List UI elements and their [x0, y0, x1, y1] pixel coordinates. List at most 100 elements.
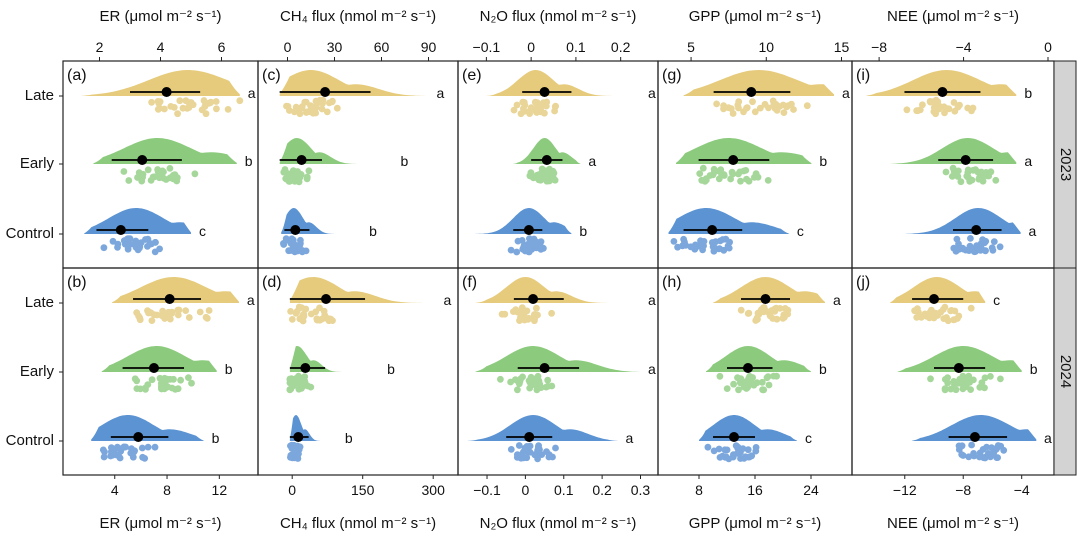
panel-f-late-point [533, 304, 540, 312]
panel-a-control-density [84, 208, 191, 234]
panel-f-early-point [526, 384, 534, 392]
panel-g-late-point [780, 109, 788, 116]
panel-j-late-point [923, 313, 931, 320]
panel-j-control-point [968, 441, 975, 449]
panel-j-early-point [927, 375, 934, 383]
panel-b-early-point [170, 375, 177, 383]
panel-e-control-point [526, 235, 533, 243]
panel-b: (b) 4 8 12 ER (μmol m⁻² s⁻¹) a b b [59, 267, 259, 532]
panel-g: (g) 5 10 15 GPP (μmol m⁻² s⁻¹) a b c [657, 8, 853, 269]
panel-h-early-point [748, 379, 756, 387]
panel-e-axis-title: N₂O flux (nmol m⁻² s⁻¹) [480, 8, 637, 25]
panel-i-control-point [996, 243, 1004, 251]
panel-h-control-point [734, 444, 742, 452]
panel-a-early-point [191, 170, 199, 178]
panel-b-control-point [129, 453, 137, 461]
panel-f: (f) −0.1 0 0.1 0.2 0.3 N₂O flux (nmol m⁻² s⁻¹)… [457, 267, 659, 532]
panel-i-late-point [969, 104, 977, 112]
panel-b-late-mean [164, 294, 175, 304]
panel-e-control-point [527, 245, 535, 253]
panel-e-early-mean [541, 155, 552, 165]
panel-g-control-density [668, 208, 789, 234]
panel-b-late-point [136, 316, 144, 324]
panel-f-tick-label-2: 0.1 [554, 482, 574, 498]
panel-h-late-letter: a [833, 292, 841, 308]
panel-j-early-point [981, 384, 988, 392]
panel-a: (a) 2 4 6 ER (μmol m⁻² s⁻¹) a b c [59, 8, 259, 269]
panel-d-late-point [321, 311, 329, 319]
panel-d-control-point [296, 443, 304, 451]
panel-i-late-point [930, 108, 938, 116]
panel-h-early-point [765, 381, 773, 389]
panel-i-early-point [985, 172, 993, 180]
panel-h-early-point [760, 386, 768, 394]
panel-h-control-point [716, 454, 724, 461]
panel-i-late-letter: b [1024, 85, 1032, 101]
panel-e-control-point [532, 239, 539, 247]
panel-f-control-mean [524, 432, 535, 442]
panel-j-late-density [890, 277, 986, 303]
panel-g-control-point [710, 247, 718, 255]
panel-j-tick-label-1: −8 [955, 482, 971, 498]
panel-b-control-point [114, 443, 121, 451]
panel-g-early-point [698, 176, 706, 184]
panel-e-late-point [527, 104, 535, 111]
panel-g-late-point [749, 98, 756, 106]
panel-c-control-point [302, 247, 310, 255]
panel-f-tick-label-3: 0.2 [592, 482, 612, 498]
panel-h-late-density [713, 277, 825, 303]
panel-a-early-point [166, 165, 174, 172]
panel-g-late-point [735, 98, 743, 106]
panel-h-late-point [766, 312, 774, 320]
panel-f-axis-title: N₂O flux (nmol m⁻² s⁻¹) [480, 515, 637, 532]
panel-j-late-point [911, 307, 918, 315]
panel-j-control-point [976, 453, 983, 461]
panel-e-early-point [535, 171, 543, 178]
panel-f-early-mean [539, 363, 550, 373]
panel-i-control-point [972, 248, 979, 255]
panel-c-late-point [312, 109, 320, 117]
panel-h-early-density [706, 346, 811, 372]
panel-g-early-density [676, 138, 812, 164]
panel-g-late-mean [746, 87, 757, 97]
panel-e-control-mean [523, 225, 534, 235]
panel-b-late-point [148, 317, 156, 324]
panel-d-late-point [293, 307, 301, 315]
panel-f-early-point [527, 374, 535, 382]
panel-a-label: (a) [67, 67, 87, 84]
panel-c-late-letter: a [437, 85, 445, 101]
panel-c-axis-title: CH₄ flux (nmol m⁻² s⁻¹) [280, 8, 436, 25]
panel-b-early-density [101, 346, 217, 372]
panel-a-late-point [156, 98, 164, 106]
panel-f-late-point [525, 314, 533, 322]
panel-j-early-point [981, 374, 989, 382]
panel-h-control-density [699, 415, 797, 441]
panel-b-late-point [196, 308, 204, 316]
panel-c-control-mean [290, 225, 301, 235]
panel-f-early-letter: a [648, 361, 656, 377]
panel-c-early-point [297, 171, 305, 178]
panel-j-early-point [978, 379, 986, 386]
panel-b-early-letter: b [225, 361, 233, 377]
panel-j-late-point [967, 304, 975, 312]
panel-a-late-point [161, 105, 168, 113]
panel-e-tick-label-0: −0.1 [473, 39, 501, 55]
panel-b-late-point [175, 306, 183, 314]
panel-g-control-mean [707, 225, 718, 235]
panel-h-late-point [754, 309, 762, 317]
panel-h-early-point [723, 385, 731, 392]
panel-d-tick-label-0: 0 [288, 482, 296, 498]
panel-d-early-density [289, 346, 380, 372]
panel-b-early-point [177, 376, 185, 384]
panel-b-late-point [203, 314, 211, 322]
panel-b-early-point [157, 383, 165, 391]
panel-b-early-point [133, 385, 141, 392]
panel-b-tick-label-2: 12 [212, 482, 228, 498]
panel-g-control-letter: c [797, 223, 804, 239]
panel-b-early-point [185, 374, 192, 381]
row-label-control-2023: Control [6, 225, 54, 242]
panel-h-control-point [752, 447, 760, 455]
panel-b-early-point [141, 384, 149, 392]
panel-e-late-point [551, 103, 559, 111]
panel-i-late-density [866, 70, 1017, 96]
